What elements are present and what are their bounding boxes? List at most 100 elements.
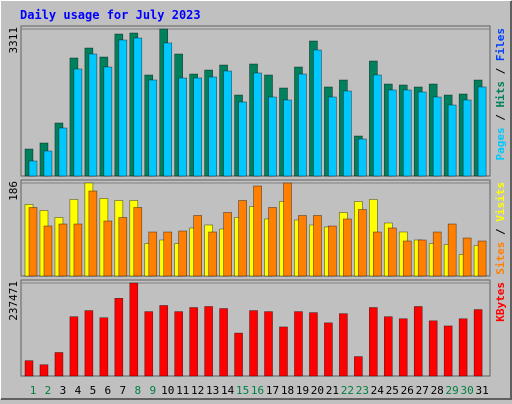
- x-tick-label: 24: [371, 384, 385, 397]
- bar: [298, 215, 307, 277]
- bar: [54, 352, 64, 377]
- x-tick-label: 22: [341, 384, 354, 397]
- bar: [369, 307, 378, 377]
- bar: [279, 326, 288, 377]
- legend-separator: /: [494, 108, 507, 128]
- bar: [144, 311, 154, 377]
- bar: [24, 360, 34, 377]
- bar: [28, 207, 38, 277]
- bar: [133, 207, 143, 277]
- bar: [477, 86, 487, 177]
- x-tick-label: 7: [120, 384, 127, 397]
- bar: [298, 73, 307, 177]
- bar: [313, 49, 322, 177]
- bar: [432, 231, 442, 277]
- bar: [118, 217, 128, 277]
- bar: [178, 230, 187, 277]
- bar: [432, 96, 442, 177]
- bar: [163, 231, 173, 277]
- bar: [39, 364, 49, 377]
- legend: Sites / Visits: [494, 182, 507, 275]
- bar: [178, 77, 187, 177]
- bar: [43, 225, 53, 277]
- bar: [193, 77, 202, 177]
- bar: [88, 53, 98, 177]
- bar: [103, 66, 113, 177]
- bar: [69, 316, 79, 377]
- x-tick-label: 20: [311, 384, 324, 397]
- bar: [373, 74, 382, 177]
- legend-entry: Hits: [494, 81, 507, 108]
- legend-separator: /: [494, 61, 507, 81]
- bar: [118, 39, 128, 177]
- x-tick-label: 6: [105, 384, 112, 397]
- bar: [458, 318, 468, 377]
- bar: [417, 91, 427, 177]
- bar: [324, 322, 333, 377]
- x-tick-label: 3: [60, 384, 67, 397]
- x-tick-label: 10: [161, 384, 174, 397]
- bar: [413, 306, 423, 377]
- x-tick-label: 23: [356, 384, 369, 397]
- bar: [447, 104, 457, 177]
- bar: [358, 138, 367, 177]
- x-tick-label: 27: [416, 384, 429, 397]
- bar: [462, 99, 472, 177]
- x-tick-label: 9: [149, 384, 156, 397]
- bar: [387, 227, 397, 277]
- bar: [223, 212, 232, 277]
- legend: KBytes: [494, 282, 507, 322]
- bar: [189, 307, 198, 377]
- legend-entry: KBytes: [494, 282, 507, 322]
- x-tick-label: 26: [401, 384, 414, 397]
- bar: [387, 89, 397, 177]
- x-tick-label: 14: [221, 384, 235, 397]
- bar: [462, 237, 472, 277]
- bar: [114, 298, 124, 377]
- bar: [204, 306, 213, 377]
- legend-entry: Pages: [494, 127, 507, 160]
- bar: [402, 240, 412, 277]
- bar: [148, 231, 158, 277]
- bar: [253, 185, 262, 277]
- x-tick-label: 31: [475, 384, 488, 397]
- bar: [223, 70, 232, 177]
- x-tick-label: 25: [386, 384, 399, 397]
- bar: [283, 182, 292, 277]
- bar: [339, 313, 348, 377]
- bar: [373, 231, 382, 277]
- bar: [28, 160, 38, 177]
- bar: [129, 282, 139, 377]
- x-tick-label: 11: [176, 384, 189, 397]
- chart-title: Daily usage for July 2023: [20, 8, 201, 22]
- legend-separator: /: [494, 222, 507, 242]
- bar: [343, 218, 352, 277]
- bar: [148, 79, 158, 177]
- bar: [84, 310, 94, 377]
- bar: [249, 310, 258, 377]
- bar: [417, 239, 427, 277]
- bar: [103, 220, 113, 277]
- bar: [234, 332, 243, 377]
- x-tick-label: 4: [75, 384, 82, 397]
- legend-entry: Visits: [494, 182, 507, 222]
- bar: [268, 96, 277, 177]
- x-tick-label: 15: [236, 384, 249, 397]
- bar: [238, 200, 247, 277]
- bar: [193, 215, 202, 277]
- x-tick-label: 12: [191, 384, 204, 397]
- x-tick-label: 13: [206, 384, 219, 397]
- bar: [383, 316, 393, 377]
- x-tick-label: 8: [134, 384, 141, 397]
- x-tick-label: 16: [251, 384, 264, 397]
- bar: [473, 309, 483, 377]
- x-tick-label: 19: [296, 384, 309, 397]
- bar: [208, 76, 217, 177]
- bar: [43, 150, 53, 177]
- bar: [58, 127, 68, 177]
- bar: [354, 356, 363, 377]
- bar: [313, 215, 322, 277]
- legend: Pages / Hits / Files: [494, 28, 507, 161]
- bar: [174, 311, 183, 377]
